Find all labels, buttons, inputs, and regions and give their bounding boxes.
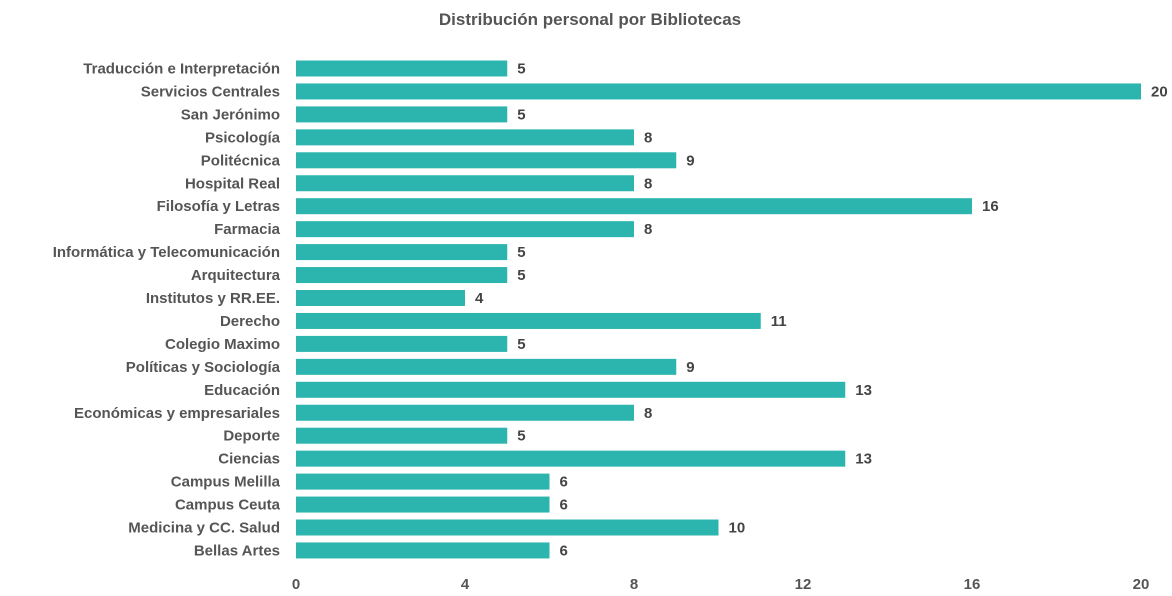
category-label-derecho: Derecho: [220, 313, 280, 330]
bar-filosofia-y-letras: [296, 198, 972, 215]
value-label-institutos-y-rr-ee: 4: [475, 290, 484, 307]
bar-informatica-y-telecomunicacion: [296, 244, 508, 261]
category-label-san-jeronimo: San Jerónimo: [181, 106, 280, 123]
value-label-campus-ceuta: 6: [560, 497, 568, 514]
value-label-medicina-y-cc-salud: 10: [729, 520, 746, 537]
bar-politecnica: [296, 152, 677, 169]
bar-medicina-y-cc-salud: [296, 519, 719, 536]
bar-colegio-maximo: [296, 335, 508, 352]
value-label-ciencias: 13: [855, 451, 872, 468]
bar-farmacia: [296, 221, 634, 238]
bar-campus-ceuta: [296, 496, 550, 513]
x-tick-label-8: 8: [630, 576, 638, 593]
category-label-economicas-y-empresariales: Económicas y empresariales: [74, 405, 280, 422]
bar-deporte: [296, 427, 508, 444]
bar-ciencias: [296, 450, 846, 467]
category-label-politecnica: Politécnica: [201, 152, 281, 169]
x-tick-label-16: 16: [964, 576, 981, 593]
category-label-ciencias: Ciencias: [218, 451, 280, 468]
value-label-psicologia: 8: [644, 129, 652, 146]
category-label-bellas-artes: Bellas Artes: [194, 542, 280, 559]
bar-traduccion-e-interpretacion: [296, 60, 508, 77]
value-label-derecho: 11: [771, 313, 787, 330]
bar-psicologia: [296, 129, 634, 146]
category-label-deporte: Deporte: [223, 428, 280, 445]
bar-politicas-y-sociologia: [296, 358, 677, 375]
category-label-institutos-y-rr-ee: Institutos y RR.EE.: [146, 290, 280, 307]
x-tick-label-0: 0: [292, 576, 300, 593]
category-label-medicina-y-cc-salud: Medicina y CC. Salud: [128, 520, 280, 537]
category-label-educacion: Educación: [204, 382, 280, 399]
value-label-san-jeronimo: 5: [517, 106, 525, 123]
value-label-economicas-y-empresariales: 8: [644, 405, 652, 422]
category-label-campus-ceuta: Campus Ceuta: [175, 497, 281, 514]
value-label-servicios-centrales: 20: [1151, 83, 1168, 100]
category-label-psicologia: Psicología: [205, 129, 281, 146]
value-label-bellas-artes: 6: [560, 542, 568, 559]
bar-economicas-y-empresariales: [296, 404, 634, 421]
bar-hospital-real: [296, 175, 634, 192]
value-label-farmacia: 8: [644, 221, 652, 238]
category-label-campus-melilla: Campus Melilla: [171, 474, 281, 491]
bar-educacion: [296, 381, 846, 398]
category-label-informatica-y-telecomunicacion: Informática y Telecomunicación: [53, 244, 280, 261]
bar-arquitectura: [296, 267, 508, 284]
value-labels: 5 20 5 8 9 8 16 8 5 5 4 11 5 9 13 8 5 13 6 6 10 6: [475, 61, 1168, 560]
bar-servicios-centrales: [296, 83, 1141, 100]
bars-group: [296, 60, 1141, 559]
category-label-farmacia: Farmacia: [214, 221, 281, 238]
value-label-filosofia-y-letras: 16: [982, 198, 999, 215]
x-tick-label-4: 4: [461, 576, 470, 593]
bar-derecho: [296, 312, 761, 329]
category-label-politicas-y-sociologia: Políticas y Sociología: [126, 359, 281, 376]
value-label-hospital-real: 8: [644, 175, 652, 192]
bar-bellas-artes: [296, 542, 550, 559]
value-label-informatica-y-telecomunicacion: 5: [517, 244, 525, 261]
value-label-colegio-maximo: 5: [517, 336, 525, 353]
category-label-filosofia-y-letras: Filosofía y Letras: [157, 198, 280, 215]
chart-title: Distribución personal por Bibliotecas: [439, 10, 741, 29]
category-label-arquitectura: Arquitectura: [191, 267, 281, 284]
value-label-educacion: 13: [855, 382, 872, 399]
x-tick-label-20: 20: [1133, 576, 1150, 593]
category-label-colegio-maximo: Colegio Maximo: [165, 336, 280, 353]
category-label-hospital-real: Hospital Real: [185, 175, 280, 192]
bar-san-jeronimo: [296, 106, 508, 123]
value-label-arquitectura: 5: [517, 267, 525, 284]
bar-campus-melilla: [296, 473, 550, 490]
category-label-servicios-centrales: Servicios Centrales: [141, 83, 280, 100]
bar-institutos-y-rr-ee: [296, 290, 465, 306]
value-label-traduccion-e-interpretacion: 5: [517, 61, 525, 78]
x-tick-label-12: 12: [795, 576, 812, 593]
value-label-campus-melilla: 6: [560, 474, 568, 491]
value-label-deporte: 5: [517, 428, 525, 445]
value-label-politicas-y-sociologia: 9: [686, 359, 694, 376]
value-label-politecnica: 9: [686, 152, 694, 169]
category-label-traduccion-e-interpretacion: Traducción e Interpretación: [83, 61, 280, 78]
x-axis-ticks: 0 4 8 12 16 20: [292, 576, 1150, 593]
category-labels: Traducción e Interpretación Servicios Cen…: [53, 61, 281, 560]
